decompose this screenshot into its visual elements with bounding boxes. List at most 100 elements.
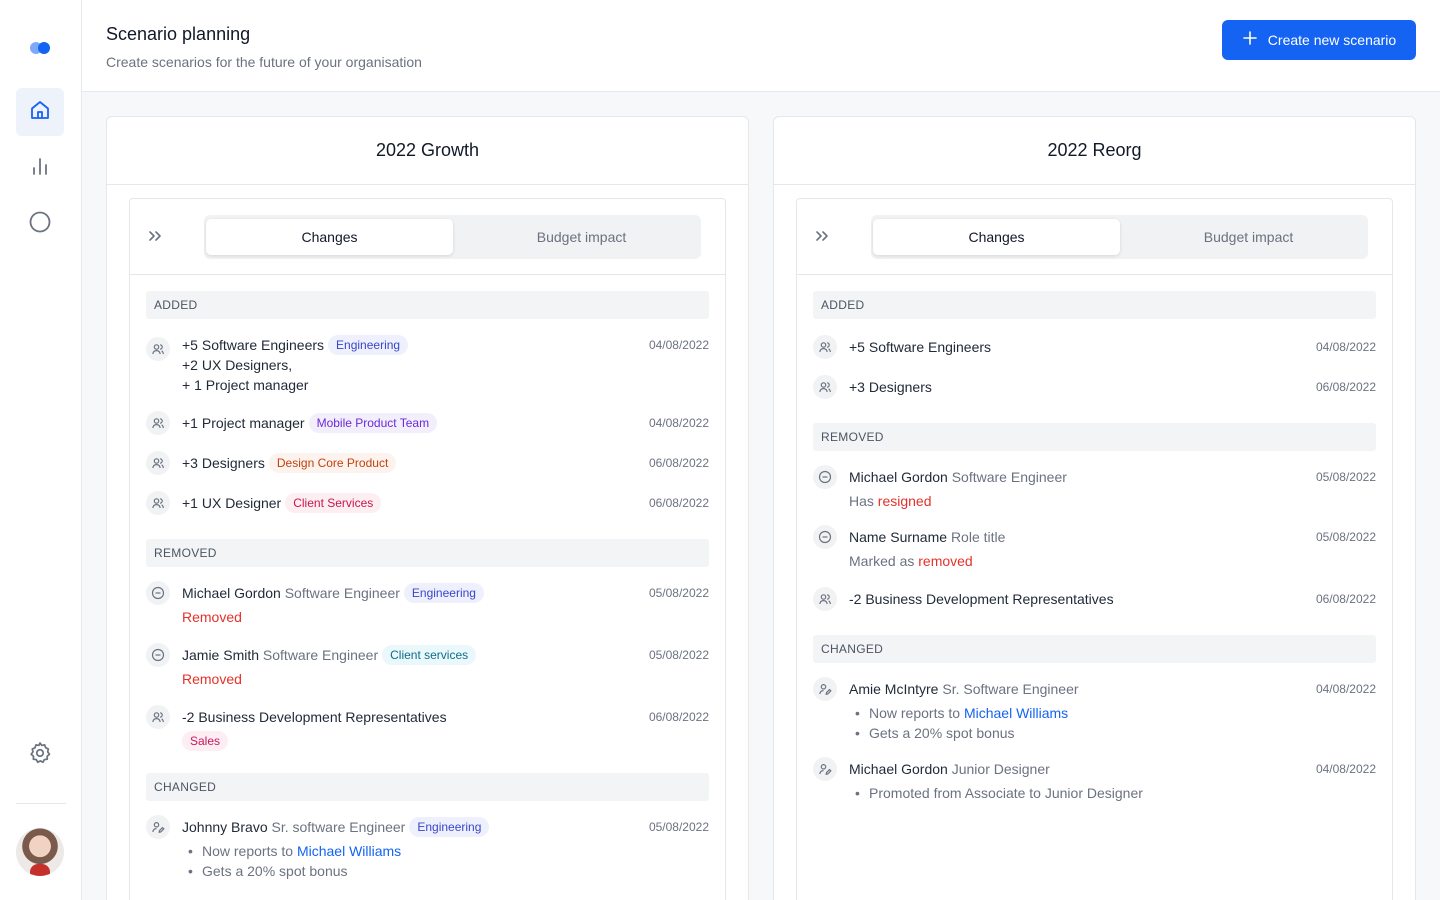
scenario-panel: Changes Budget impact ADDED +5 Software … xyxy=(129,198,726,900)
section-header-changed: CHANGED xyxy=(813,635,1376,663)
list-item[interactable]: +1 Project manager Mobile Product Team 04… xyxy=(146,411,709,435)
team-badge: Engineering xyxy=(328,335,409,355)
list-item[interactable]: +3 Designers 06/08/2022 xyxy=(813,375,1376,399)
create-scenario-button[interactable]: Create new scenario xyxy=(1222,20,1416,60)
team-badge: Design Core Product xyxy=(268,453,397,473)
page-title: Scenario planning xyxy=(106,24,251,44)
list-item[interactable]: Name Surname Role title Marked as remove… xyxy=(813,525,1376,571)
list-item[interactable]: +5 Software Engineers 04/08/2022 xyxy=(813,335,1376,359)
plus-icon xyxy=(1242,28,1258,50)
change-details: Now reports to Michael Williams Gets a 2… xyxy=(182,841,709,881)
change-detail: Now reports to Michael Williams xyxy=(182,841,709,861)
item-text: +5 Software Engineers xyxy=(849,339,992,355)
section-header-removed: REMOVED xyxy=(146,539,709,567)
team-badge: Client Services xyxy=(285,493,382,513)
list-item[interactable]: Michael Gordon Software Engineer Engineer… xyxy=(146,581,709,627)
sidebar-item-home[interactable] xyxy=(16,88,64,136)
list-item[interactable]: -2 Business Development Representatives … xyxy=(813,587,1376,611)
section-header-added: ADDED xyxy=(146,291,709,319)
list-item[interactable]: Amie McIntyre Sr. Software Engineer Now … xyxy=(813,677,1376,743)
chevrons-right-icon[interactable] xyxy=(813,227,831,245)
change-details: Promoted from Associate to Junior Design… xyxy=(849,783,1376,803)
user-edit-icon xyxy=(813,677,837,701)
home-icon xyxy=(28,98,52,127)
scenario-title: 2022 Growth xyxy=(107,117,748,185)
item-date: 06/08/2022 xyxy=(648,456,709,470)
change-detail: Gets a 20% spot bonus xyxy=(849,723,1376,743)
tab-changes[interactable]: Changes xyxy=(206,219,453,255)
users-icon xyxy=(146,705,170,729)
person-name: Johnny Bravo xyxy=(182,819,268,835)
page-subtitle: Create scenarios for the future of your … xyxy=(106,54,422,70)
item-date: 06/08/2022 xyxy=(1315,380,1376,394)
person-role: Role title xyxy=(950,529,1006,545)
person-role: Software Engineer xyxy=(262,647,379,663)
list-item[interactable]: +1 UX Designer Client Services 06/08/2022 xyxy=(146,491,709,515)
section-header-changed: CHANGED xyxy=(146,773,709,801)
sidebar xyxy=(0,0,82,900)
detail-text: Now reports to xyxy=(869,705,961,721)
tab-budget-impact[interactable]: Budget impact xyxy=(536,229,627,245)
person-name: Michael Gordon xyxy=(849,761,948,777)
status-text: resigned xyxy=(877,493,932,509)
list-item[interactable]: Jamie Smith Software Engineer Client serv… xyxy=(146,643,709,689)
status-text: Removed xyxy=(182,671,242,687)
users-icon xyxy=(813,375,837,399)
person-name: Jamie Smith xyxy=(182,647,260,663)
item-text: + 1 Project manager xyxy=(182,377,309,393)
changes-list: ADDED +5 Software Engineers Engineering +… xyxy=(146,291,709,881)
tabs-row: Changes Budget impact xyxy=(797,199,1392,275)
section-header-removed: REMOVED xyxy=(813,423,1376,451)
item-date: 05/08/2022 xyxy=(1315,470,1376,484)
users-icon xyxy=(146,337,170,361)
manager-link[interactable]: Michael Williams xyxy=(963,705,1069,721)
tabs-row: Changes Budget impact xyxy=(130,199,725,275)
segmented-control: Changes Budget impact xyxy=(871,215,1368,259)
item-date: 04/08/2022 xyxy=(1315,762,1376,776)
item-text: +1 UX Designer xyxy=(182,495,282,511)
minus-circle-icon xyxy=(813,465,837,489)
list-item[interactable]: +3 Designers Design Core Product 06/08/20… xyxy=(146,451,709,475)
sidebar-item-charts[interactable] xyxy=(16,144,64,192)
item-date: 06/08/2022 xyxy=(648,496,709,510)
bar-chart-icon xyxy=(28,154,52,183)
change-detail: Now reports to Michael Williams xyxy=(849,703,1376,723)
list-item[interactable]: +5 Software Engineers Engineering +2 UX D… xyxy=(146,335,709,393)
person-role: Software Engineer xyxy=(951,469,1067,485)
person-name: Amie McIntyre xyxy=(849,681,939,697)
status-text: Removed xyxy=(182,609,242,625)
person-role: Sr. software Engineer xyxy=(271,819,406,835)
item-date: 05/08/2022 xyxy=(648,586,709,600)
list-item[interactable]: Michael Gordon Software Engineer Has res… xyxy=(813,465,1376,511)
user-edit-icon xyxy=(146,815,170,839)
chevrons-right-icon[interactable] xyxy=(146,227,164,245)
sidebar-item-circle[interactable] xyxy=(16,200,64,248)
user-edit-icon xyxy=(813,757,837,781)
sidebar-item-settings[interactable] xyxy=(16,731,64,779)
scenario-card: 2022 Growth Changes Budget impact ADDED … xyxy=(106,116,749,900)
item-date: 04/08/2022 xyxy=(648,416,709,430)
scenario-card: 2022 Reorg Changes Budget impact ADDED +… xyxy=(773,116,1416,900)
item-text: +2 UX Designers, xyxy=(182,357,293,373)
create-scenario-label: Create new scenario xyxy=(1267,32,1397,48)
item-text: +3 Designers xyxy=(849,379,932,395)
list-item[interactable]: -2 Business Development Representatives … xyxy=(146,705,709,751)
app-logo[interactable] xyxy=(24,32,56,64)
list-item[interactable]: Michael Gordon Junior Designer Promoted … xyxy=(813,757,1376,803)
item-date: 04/08/2022 xyxy=(1315,682,1376,696)
scenario-panel: Changes Budget impact ADDED +5 Software … xyxy=(796,198,1393,900)
status-text: removed xyxy=(918,553,973,569)
users-icon xyxy=(813,587,837,611)
list-item[interactable]: Johnny Bravo Sr. software Engineer Engine… xyxy=(146,815,709,881)
users-icon xyxy=(813,335,837,359)
manager-link[interactable]: Michael Williams xyxy=(296,843,402,859)
section-header-added: ADDED xyxy=(813,291,1376,319)
person-role: Junior Designer xyxy=(951,761,1050,777)
item-date: 06/08/2022 xyxy=(1315,592,1376,606)
item-date: 05/08/2022 xyxy=(648,820,709,834)
item-date: 05/08/2022 xyxy=(648,648,709,662)
tab-changes[interactable]: Changes xyxy=(873,219,1120,255)
avatar[interactable] xyxy=(16,828,64,876)
tab-budget-impact[interactable]: Budget impact xyxy=(1203,229,1294,245)
change-detail: Promoted from Associate to Junior Design… xyxy=(849,783,1376,803)
